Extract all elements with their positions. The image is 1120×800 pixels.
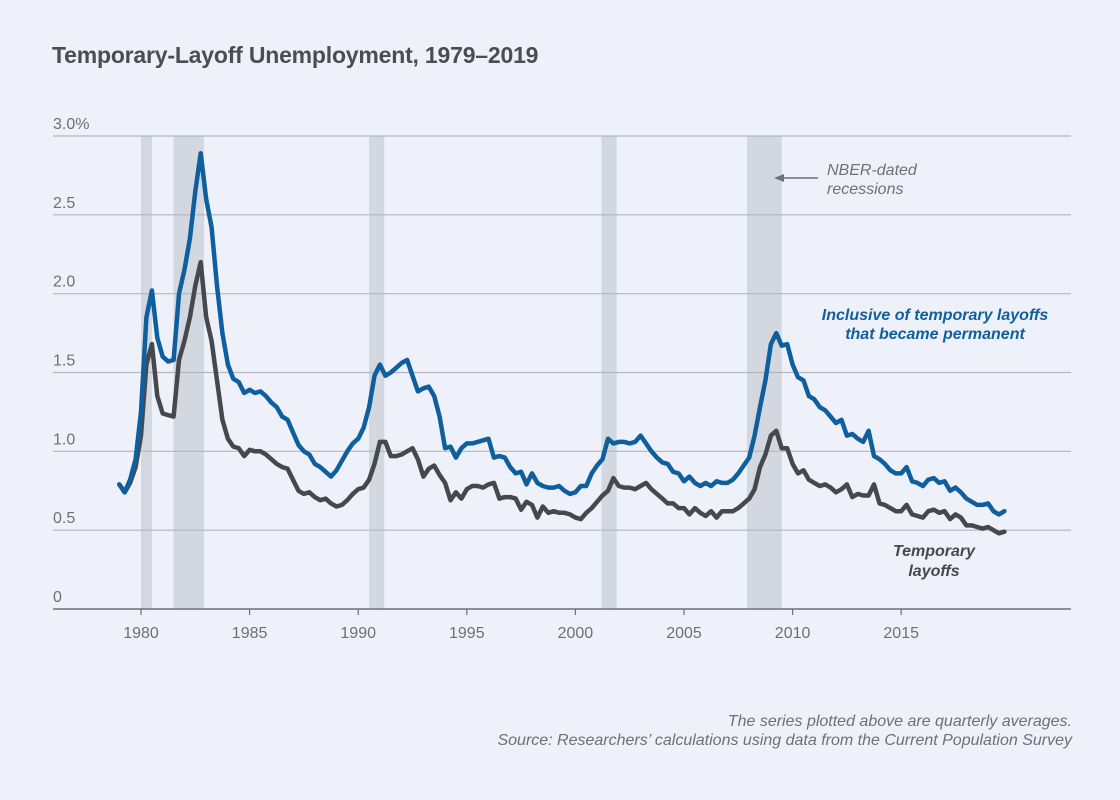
x-tick-label: 2015 xyxy=(883,625,919,642)
series-lines xyxy=(117,151,1007,536)
y-tick-label: 1.5 xyxy=(53,353,75,370)
inclusive-label-line2: that became permanent xyxy=(845,326,1025,343)
x-tick-label: 1990 xyxy=(340,625,376,642)
footer-note: The series plotted above are quarterly a… xyxy=(727,713,1072,730)
footer-source: Source: Researchers’ calculations using … xyxy=(497,732,1072,749)
x-axis: 1980 1985 1990 1995 2000 2005 2010 2015 xyxy=(53,608,1071,642)
y-tick-label: 2.5 xyxy=(53,195,75,212)
y-tick-label: 2.0 xyxy=(53,274,75,291)
x-tick-label: 1980 xyxy=(123,625,159,642)
footer: The series plotted above are quarterly a… xyxy=(497,712,1072,750)
y-tick-label: 1.0 xyxy=(53,431,75,448)
x-tick-label: 1995 xyxy=(449,625,485,642)
x-tick-label: 2000 xyxy=(558,625,594,642)
gridlines xyxy=(53,135,1071,531)
series-line-inclusive xyxy=(117,151,1007,517)
y-axis-tick-labels: 0 0.5 1.0 1.5 2.0 2.5 3.0% xyxy=(53,116,89,606)
temporary-label-line2: layoffs xyxy=(908,563,959,580)
series-line-temporary xyxy=(117,259,1007,536)
recession-label-line2: recessions xyxy=(827,181,903,198)
annotations: NBER-dated recessions Inclusive of tempo… xyxy=(774,162,1048,580)
y-tick-label: 0 xyxy=(53,589,62,606)
x-tick-label: 2010 xyxy=(775,625,811,642)
recession-label-line1: NBER-dated xyxy=(827,162,918,179)
y-tick-label: 0.5 xyxy=(53,510,75,527)
chart-title: Temporary-Layoff Unemployment, 1979–2019 xyxy=(52,42,539,68)
y-tick-label: 3.0% xyxy=(53,116,89,133)
x-tick-label: 2005 xyxy=(666,625,702,642)
x-tick-label: 1985 xyxy=(232,625,268,642)
recession-arrow-head-icon xyxy=(774,174,784,182)
temporary-label-line1: Temporary xyxy=(893,543,976,560)
inclusive-label-line1: Inclusive of temporary layoffs xyxy=(822,307,1049,324)
